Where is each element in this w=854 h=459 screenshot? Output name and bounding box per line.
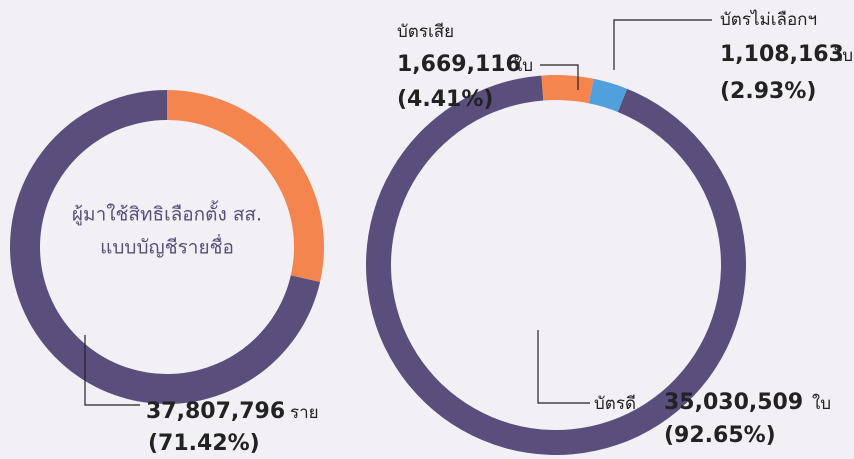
unit-label: ราย — [290, 403, 319, 423]
value-label: (2.93%) — [720, 79, 816, 104]
unit-label: ใบ — [834, 45, 853, 66]
rings — [9, 75, 747, 455]
value-label: (4.41%) — [397, 87, 493, 112]
unit-label: ใบ — [812, 393, 831, 414]
count-label: 1,108,163 — [720, 42, 844, 67]
leader-line — [540, 64, 579, 90]
count-label: 37,807,796 — [146, 399, 285, 424]
slice-name: บัตรไม่เลือกฯ — [720, 9, 817, 30]
count-label: 1,669,116 — [397, 52, 521, 77]
donut-slice — [167, 90, 324, 283]
leader-line — [537, 330, 590, 404]
center-title: แบบบัญชีรายชื่อ — [100, 234, 234, 259]
leader-line — [613, 19, 712, 70]
center-title: ผู้มาใช้สิทธิเลือกตั้ง สส. — [72, 201, 262, 226]
value-label: (71.42%) — [148, 431, 260, 456]
slice-name: บัตรดี — [594, 394, 636, 414]
donut-slice — [588, 78, 628, 113]
donut-slice — [541, 75, 594, 104]
count-label: 35,030,509 — [664, 390, 803, 415]
value-label: (92.65%) — [664, 423, 776, 448]
slice-name: บัตรเสีย — [397, 22, 454, 42]
leader-line — [84, 335, 140, 406]
unit-label: ใบ — [514, 55, 533, 76]
